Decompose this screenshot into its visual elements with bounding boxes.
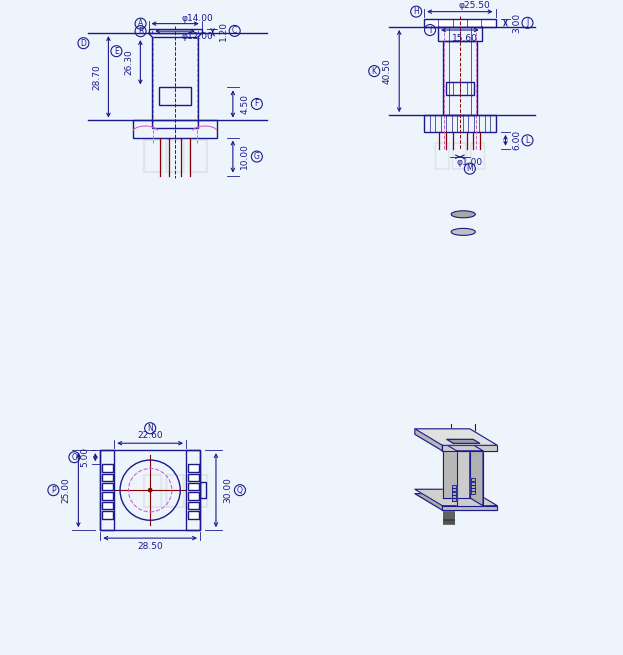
Polygon shape [471, 491, 475, 495]
Bar [188, 464, 199, 472]
Circle shape [148, 488, 152, 492]
Bar [445, 82, 474, 95]
Polygon shape [471, 485, 475, 488]
Polygon shape [442, 445, 497, 451]
Bar [438, 27, 482, 41]
Text: φ1.00: φ1.00 [457, 159, 483, 167]
Polygon shape [471, 488, 475, 491]
Text: 40.50: 40.50 [383, 58, 392, 84]
Text: 10.00: 10.00 [240, 143, 249, 170]
Bar [186, 450, 200, 530]
Polygon shape [452, 495, 455, 498]
Polygon shape [447, 440, 480, 443]
Bar [200, 482, 206, 498]
Text: C: C [232, 26, 237, 35]
Polygon shape [442, 506, 497, 510]
Bar [102, 464, 113, 472]
Bar [443, 41, 477, 115]
Text: F: F [255, 100, 259, 109]
Polygon shape [452, 498, 455, 501]
Text: K: K [372, 67, 377, 75]
Polygon shape [452, 485, 455, 488]
Bar [102, 474, 113, 481]
Text: H: H [413, 7, 419, 16]
Bar [188, 493, 199, 500]
Text: J: J [526, 18, 528, 28]
Text: 28.70: 28.70 [92, 64, 101, 90]
Text: 5.00: 5.00 [80, 447, 89, 467]
Text: 1.20: 1.20 [219, 21, 228, 41]
Polygon shape [470, 443, 483, 506]
Bar [188, 474, 199, 481]
Text: 26.30: 26.30 [124, 49, 133, 75]
Bar [424, 115, 495, 132]
Text: 6.00: 6.00 [512, 130, 521, 151]
Bar [188, 483, 199, 491]
Bar [100, 450, 115, 530]
Text: O: O [72, 453, 77, 462]
Text: φ25.50: φ25.50 [459, 1, 491, 10]
Bar [133, 121, 217, 138]
Text: Q: Q [237, 485, 243, 495]
Text: N: N [147, 424, 153, 433]
Text: L: L [525, 136, 530, 145]
Text: 25.00: 25.00 [61, 477, 70, 503]
Bar [153, 37, 198, 128]
Text: 15.60: 15.60 [452, 33, 478, 43]
Text: D: D [80, 39, 87, 48]
Bar [102, 502, 113, 510]
Text: φ14.00: φ14.00 [181, 14, 213, 23]
Text: B: B [138, 27, 143, 35]
Polygon shape [452, 491, 455, 495]
Polygon shape [415, 429, 442, 451]
Text: 28.50: 28.50 [137, 542, 163, 551]
Bar [102, 483, 113, 491]
Ellipse shape [451, 211, 475, 218]
Polygon shape [452, 488, 455, 491]
Text: 能茸珍: 能茸珍 [140, 471, 210, 509]
Polygon shape [471, 481, 475, 485]
Bar [188, 502, 199, 510]
Polygon shape [471, 478, 475, 481]
Bar [102, 493, 113, 500]
Bar [159, 87, 191, 105]
Text: 能茸珍: 能茸珍 [140, 136, 210, 174]
Bar [102, 512, 113, 519]
Text: G: G [254, 152, 260, 161]
Polygon shape [444, 443, 470, 498]
Text: 能茸珍: 能茸珍 [432, 141, 487, 170]
Polygon shape [457, 451, 483, 506]
Text: 4.50: 4.50 [240, 94, 249, 114]
Bar [188, 512, 199, 519]
Text: M: M [467, 164, 473, 173]
Polygon shape [415, 429, 497, 445]
Polygon shape [415, 494, 497, 510]
Bar [100, 450, 200, 530]
Text: P: P [51, 485, 55, 495]
Text: 30.00: 30.00 [224, 477, 232, 503]
Text: φ12.00: φ12.00 [181, 31, 213, 41]
Text: I: I [429, 26, 431, 35]
Polygon shape [415, 489, 497, 506]
Text: E: E [114, 47, 119, 56]
Text: 22.60: 22.60 [137, 431, 163, 440]
Text: 3.00: 3.00 [512, 12, 521, 33]
Bar [148, 29, 202, 33]
Bar [424, 18, 495, 27]
Ellipse shape [451, 229, 475, 235]
Text: A: A [138, 19, 143, 28]
Polygon shape [444, 443, 483, 451]
